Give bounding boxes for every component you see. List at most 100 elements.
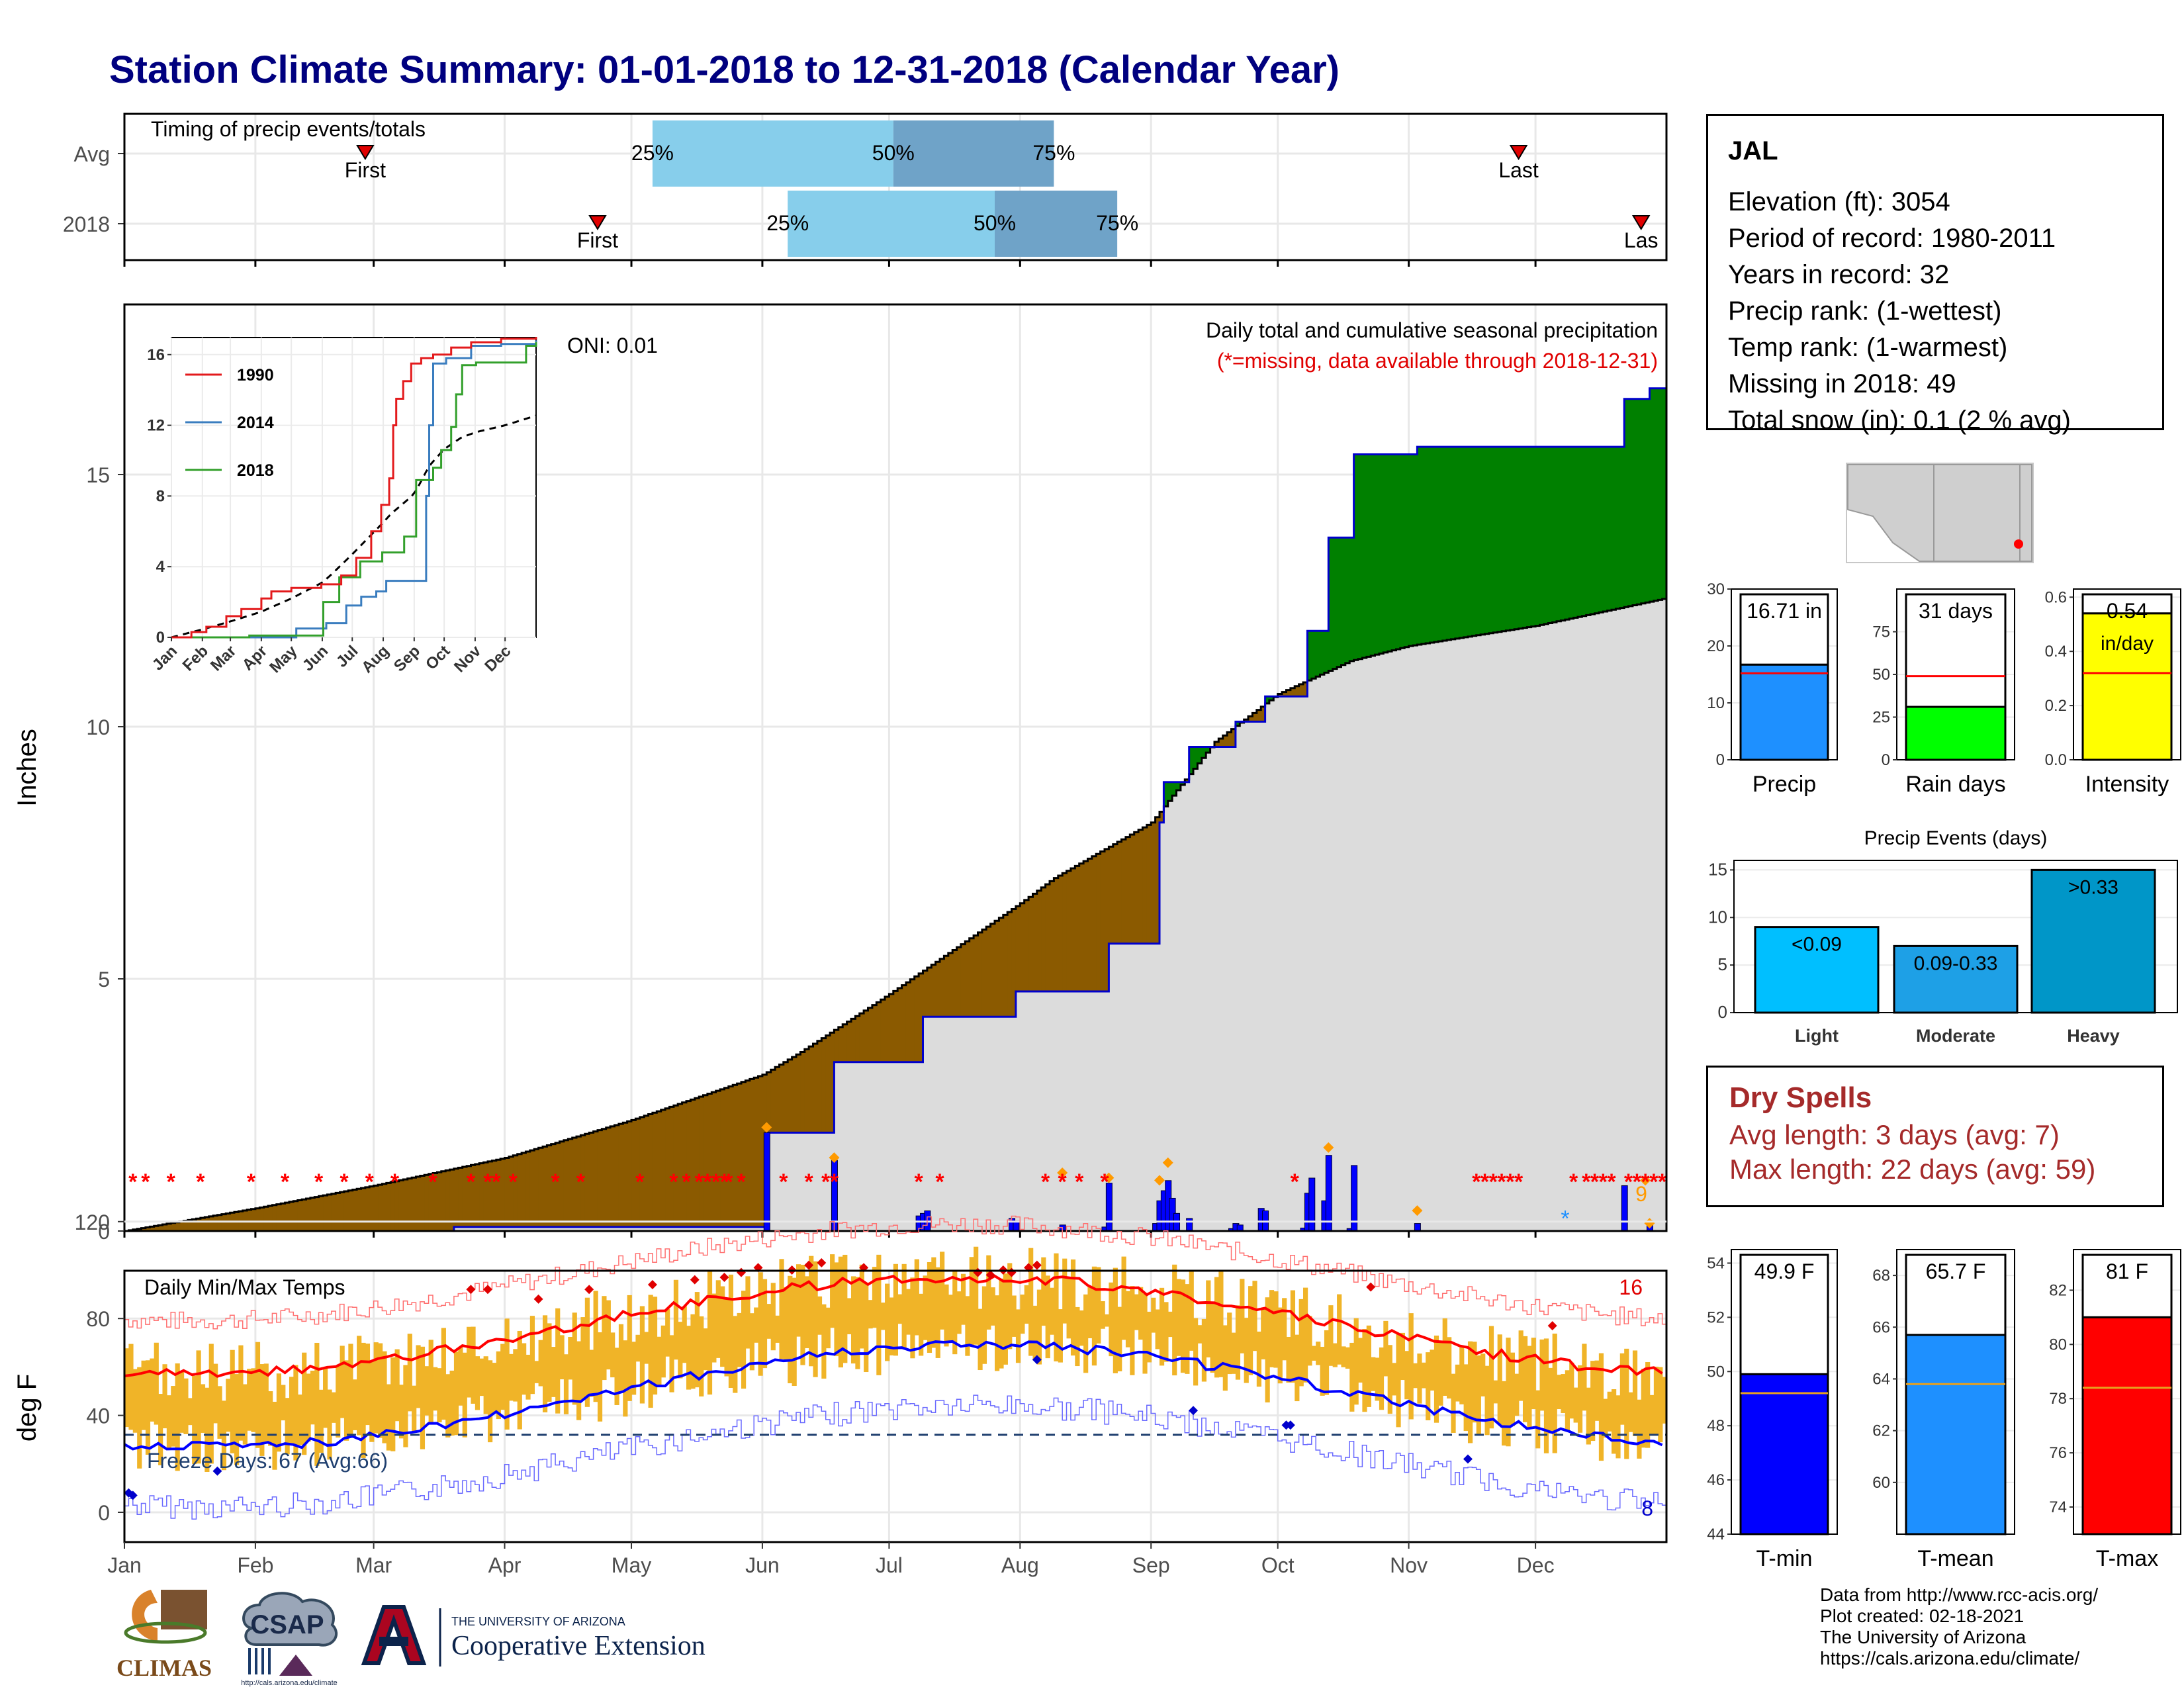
daily-precip-bar	[1308, 1177, 1316, 1232]
tmax-ytick-label-1: 76	[2049, 1444, 2067, 1462]
avg-cumulative-line	[124, 598, 1668, 1232]
missing-day-marker: *	[141, 1169, 150, 1195]
ua-name: THE UNIVERSITY OF ARIZONA	[451, 1615, 625, 1628]
record-high-line	[124, 1215, 1667, 1330]
daily-precip-bar	[1414, 1223, 1421, 1232]
precip-event-bar-label-1: 0.09-0.33	[1914, 952, 1998, 974]
station-snow: Total snow (in): 0.1 (2 % avg)	[1728, 406, 2071, 435]
missing-day-marker: *	[830, 1169, 839, 1195]
month-label-6: Jul	[876, 1553, 903, 1577]
inset-ytick-label-4: 16	[147, 346, 165, 364]
month-label-0: Jan	[107, 1553, 142, 1577]
tmin-ytick-label-1: 46	[1707, 1471, 1725, 1489]
timing-title: Timing of precip events/totals	[151, 117, 426, 141]
inset-legend-label-2: 2018	[237, 461, 274, 480]
precip-event-count: 9	[1635, 1182, 1647, 1206]
record-high-marker	[985, 1270, 995, 1280]
tmean-label: T-mean	[1917, 1546, 1993, 1571]
event-marker	[1640, 1175, 1651, 1186]
timing-row-label-1: 2018	[63, 212, 110, 236]
precip-ytick-label-1: 10	[1707, 694, 1725, 712]
station-period: Period of record: 1980-2011	[1728, 224, 2056, 253]
tmean-ytick-label-0: 60	[1872, 1474, 1890, 1492]
missing-day-marker: *	[1041, 1169, 1050, 1195]
missing-day-marker: *	[1599, 1169, 1608, 1195]
temp-title: Daily Min/Max Temps	[144, 1275, 345, 1299]
tmin-ytick-label-4: 52	[1707, 1308, 1725, 1326]
missing-day-marker: *	[821, 1169, 831, 1195]
timing-last-marker-0	[1509, 145, 1528, 160]
precip-events-border	[1733, 860, 2178, 1013]
record-low-marker	[1463, 1454, 1473, 1464]
record-high-marker	[690, 1275, 700, 1285]
missing-day-marker: *	[720, 1169, 729, 1195]
record-high-marker	[466, 1285, 476, 1295]
intensity-bar	[2081, 612, 2173, 761]
tmax-label: T-max	[2096, 1546, 2158, 1571]
daily-precip-bar	[763, 1132, 770, 1232]
avg-cumulative-area	[124, 598, 1666, 1231]
missing-day-marker: *	[428, 1169, 437, 1195]
timing-first-label-0: First	[345, 158, 386, 182]
timing-iqr-high-0	[893, 120, 1054, 187]
record-low-marker	[1189, 1406, 1199, 1416]
precip-events-ytick-label-1: 5	[1718, 954, 1727, 974]
rain-days-bar	[1905, 706, 2007, 761]
tmin-ytick-label-0: 44	[1707, 1526, 1725, 1543]
station-name: JAL	[1728, 136, 1778, 165]
missing-day-marker: *	[1058, 1169, 1068, 1195]
timing-iqr-high-1	[995, 191, 1118, 257]
inset-ytick-label-0: 0	[156, 629, 165, 647]
precip-event-bar-label-0: <0.09	[1792, 934, 1842, 956]
month-label-10: Nov	[1390, 1553, 1428, 1577]
missing-day-marker: *	[1497, 1169, 1506, 1195]
tmean-value-label: 65.7 F	[1926, 1259, 1986, 1283]
timing-iqr-low-0	[652, 120, 893, 187]
credits: Data from http://www.rcc-acis.org/ Plot …	[1820, 1584, 2098, 1669]
ua-cooperative-extension-logo: THE UNIVERSITY OF ARIZONA Cooperative Ex…	[357, 1600, 754, 1673]
page-title: Station Climate Summary: 01-01-2018 to 1…	[109, 48, 1340, 91]
intensity-value-label2: in/day	[2101, 633, 2154, 655]
event-marker	[1103, 1172, 1115, 1183]
record-high-marker	[1032, 1260, 1042, 1270]
missing-day-marker: *	[737, 1169, 746, 1195]
inset-line-2018	[171, 342, 537, 639]
record-high-marker	[719, 1272, 729, 1282]
dry-spells-title: Dry Spells	[1729, 1081, 1872, 1114]
credit-university: The University of Arizona	[1820, 1627, 2026, 1647]
rain-days-ytick-label-2: 50	[1872, 666, 1890, 684]
tmin-ytick-label-5: 54	[1707, 1254, 1725, 1272]
precip-events-ytick-label-2: 10	[1708, 907, 1727, 927]
missing-day-marker: *	[576, 1169, 586, 1195]
missing-day-marker: *	[703, 1169, 712, 1195]
precip-ylabel: Inches	[13, 729, 42, 807]
temp-cold-count: 8	[1641, 1496, 1653, 1520]
intensity-ytick-label-3: 0.6	[2045, 588, 2067, 606]
record-low-marker	[212, 1466, 222, 1476]
precip-border	[123, 303, 1668, 1232]
station-temp-rank: Temp rank: (1-warmest)	[1728, 333, 2008, 362]
record-high-marker	[647, 1279, 657, 1289]
dry-spells-box: Dry Spells Avg length: 3 days (avg: 7) M…	[1706, 1066, 2164, 1207]
missing-day-marker: *	[551, 1169, 561, 1195]
missing-day-marker: *	[1649, 1169, 1659, 1195]
timing-border	[123, 113, 1668, 261]
intensity-border	[2073, 588, 2181, 760]
missing-day-marker: *	[1582, 1169, 1591, 1195]
missing-day-marker: *	[1607, 1169, 1616, 1195]
record-high-marker	[1547, 1321, 1557, 1331]
temp-ylabel: deg F	[13, 1374, 42, 1441]
precip-event-category-0: Light	[1795, 1026, 1839, 1046]
tmean-border	[1896, 1249, 2015, 1535]
inset-legend-label-0: 1990	[237, 366, 274, 385]
missing-day-marker: *	[1641, 1169, 1650, 1195]
tmin-ytick-label-2: 48	[1707, 1417, 1725, 1435]
rain-days-ytick-label-0: 0	[1882, 751, 1890, 769]
precip-event-category-2: Heavy	[2067, 1026, 2120, 1046]
record-low-line	[124, 1394, 1667, 1520]
avg-tmax-line	[124, 1274, 1663, 1378]
missing-day-marker: *	[167, 1169, 176, 1195]
month-label-11: Dec	[1517, 1553, 1555, 1577]
station-precip-rank: Precip rank: (1-wettest)	[1728, 297, 2002, 326]
timing-row-label-0: Avg	[73, 142, 110, 166]
